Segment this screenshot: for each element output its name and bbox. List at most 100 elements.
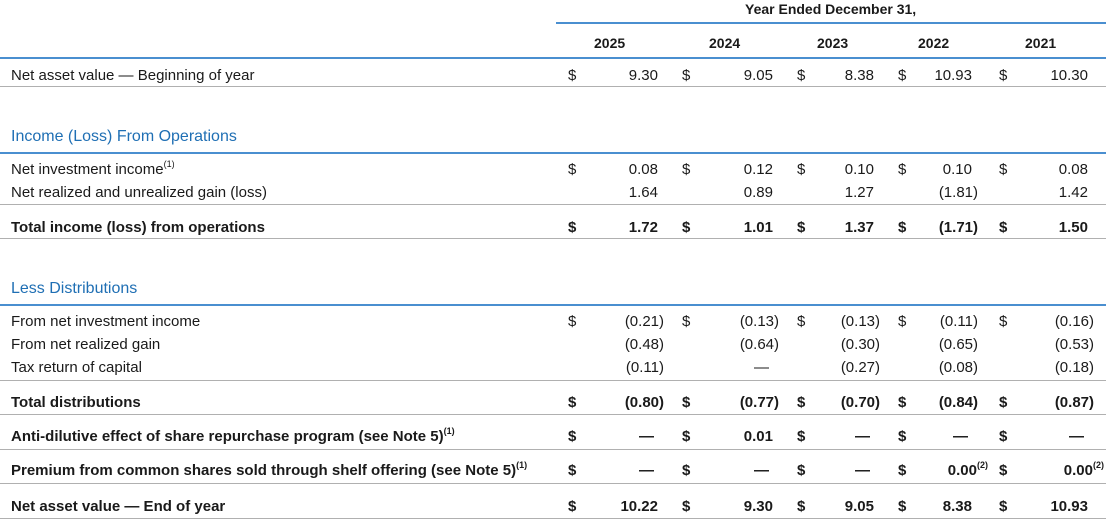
row-label-nav-end: Net asset value — End of year xyxy=(11,498,226,515)
value-cell-dist-gain-2024: (0.64) xyxy=(739,336,779,353)
year-header-2023: 2023 xyxy=(817,35,849,51)
row-rule-total-dist xyxy=(0,414,1106,415)
row-label-tax-return: Tax return of capital xyxy=(11,359,142,376)
value-cell-dist-nii-2023: (0.13) xyxy=(840,313,880,330)
currency-symbol: $ xyxy=(797,462,806,479)
value-cell-nav-end-2025: 10.22 xyxy=(620,498,658,515)
currency-symbol: $ xyxy=(568,67,577,84)
value-cell-total-dist-2021: (0.87) xyxy=(1054,394,1094,411)
section-rule-income xyxy=(0,152,1106,154)
row-label-nii: Net investment income(1) xyxy=(11,159,175,179)
value-cell-total-dist-2025: (0.80) xyxy=(624,394,664,411)
value-cell-nii-2021: 0.08 xyxy=(1058,161,1088,178)
value-cell-nav-end-2022: 8.38 xyxy=(942,498,972,515)
value-cell-dist-gain-2021: (0.53) xyxy=(1054,336,1094,353)
currency-symbol: $ xyxy=(682,498,691,515)
currency-symbol: $ xyxy=(568,313,577,330)
value-cell-tax-return-2022: (0.08) xyxy=(938,359,978,376)
value-cell-dist-gain-2022: (0.65) xyxy=(938,336,978,353)
currency-symbol: $ xyxy=(682,428,691,445)
value-cell-gain-2023: 1.27 xyxy=(844,184,874,201)
currency-symbol: $ xyxy=(568,462,577,479)
currency-symbol: $ xyxy=(568,428,577,445)
value-cell-total-income-2023: 1.37 xyxy=(844,219,874,236)
currency-symbol: $ xyxy=(898,67,907,84)
currency-symbol: $ xyxy=(797,498,806,515)
currency-symbol: $ xyxy=(682,219,691,236)
year-header-2021: 2021 xyxy=(1025,35,1057,51)
currency-symbol: $ xyxy=(999,428,1008,445)
value-cell-tax-return-2021: (0.18) xyxy=(1054,359,1094,376)
period-header: Year Ended December 31, xyxy=(745,1,917,17)
currency-symbol: $ xyxy=(797,219,806,236)
currency-symbol: $ xyxy=(999,394,1008,411)
row-rule-tax-return xyxy=(0,380,1106,381)
value-cell-nii-2024: 0.12 xyxy=(743,161,773,178)
value-cell-total-dist-2022: (0.84) xyxy=(938,394,978,411)
year-header-2022: 2022 xyxy=(918,35,950,51)
year-header-2025: 2025 xyxy=(594,35,626,51)
year-header-2024: 2024 xyxy=(709,35,741,51)
value-cell-anti-dilutive-2021: — xyxy=(1069,428,1084,445)
currency-symbol: $ xyxy=(568,161,577,178)
value-cell-total-income-2022: (1.71) xyxy=(938,219,978,236)
value-cell-nav-end-2021: 10.93 xyxy=(1050,498,1088,515)
value-cell-total-income-2025: 1.72 xyxy=(628,219,658,236)
currency-symbol: $ xyxy=(682,313,691,330)
currency-symbol: $ xyxy=(999,313,1008,330)
currency-symbol: $ xyxy=(682,67,691,84)
value-cell-dist-gain-2023: (0.30) xyxy=(840,336,880,353)
row-label-total-income: Total income (loss) from operations xyxy=(11,219,265,236)
header-top-rule xyxy=(556,22,1106,24)
row-label-anti-dilutive: Anti-dilutive effect of share repurchase… xyxy=(11,426,455,446)
row-rule-nav-end xyxy=(0,518,1106,519)
row-rule-premium xyxy=(0,483,1106,484)
value-cell-nav-begin-2025: 9.30 xyxy=(628,67,658,84)
row-rule-nav-begin xyxy=(0,86,1106,87)
currency-symbol: $ xyxy=(797,313,806,330)
currency-symbol: $ xyxy=(682,394,691,411)
currency-symbol: $ xyxy=(999,498,1008,515)
value-cell-tax-return-2024: — xyxy=(754,359,769,376)
row-label-premium: Premium from common shares sold through … xyxy=(11,460,528,480)
currency-symbol: $ xyxy=(999,161,1008,178)
currency-symbol: $ xyxy=(898,498,907,515)
value-cell-nav-begin-2024: 9.05 xyxy=(743,67,773,84)
value-cell-total-dist-2023: (0.70) xyxy=(840,394,880,411)
value-cell-dist-nii-2025: (0.21) xyxy=(624,313,664,330)
currency-symbol: $ xyxy=(682,161,691,178)
row-rule-anti-dilutive xyxy=(0,449,1106,450)
value-cell-anti-dilutive-2022: — xyxy=(953,428,968,445)
header-bottom-rule xyxy=(0,57,1106,59)
value-cell-dist-nii-2021: (0.16) xyxy=(1054,313,1094,330)
value-cell-tax-return-2023: (0.27) xyxy=(840,359,880,376)
value-cell-premium-2025: — xyxy=(639,462,654,479)
value-cell-anti-dilutive-2024: 0.01 xyxy=(743,428,773,445)
value-cell-anti-dilutive-2025: — xyxy=(639,428,654,445)
currency-symbol: $ xyxy=(568,394,577,411)
value-cell-nav-end-2024: 9.30 xyxy=(743,498,773,515)
value-cell-gain-2025: 1.64 xyxy=(628,184,658,201)
currency-symbol: $ xyxy=(568,498,577,515)
row-label-dist-nii: From net investment income xyxy=(11,313,201,330)
currency-symbol: $ xyxy=(999,219,1008,236)
value-cell-nav-begin-2022: 10.93 xyxy=(934,67,972,84)
row-rule-gain xyxy=(0,204,1106,205)
currency-symbol: $ xyxy=(682,462,691,479)
row-rule-total-income xyxy=(0,238,1106,239)
section-rule-distributions xyxy=(0,304,1106,306)
currency-symbol: $ xyxy=(898,428,907,445)
row-label-total-dist: Total distributions xyxy=(11,394,141,411)
currency-symbol: $ xyxy=(797,67,806,84)
currency-symbol: $ xyxy=(568,219,577,236)
value-cell-anti-dilutive-2023: — xyxy=(855,428,870,445)
value-cell-nav-begin-2023: 8.38 xyxy=(844,67,874,84)
value-cell-dist-nii-2024: (0.13) xyxy=(739,313,779,330)
currency-symbol: $ xyxy=(797,161,806,178)
currency-symbol: $ xyxy=(898,219,907,236)
value-cell-nav-end-2023: 9.05 xyxy=(844,498,874,515)
value-cell-nii-2022: 0.10 xyxy=(942,161,972,178)
currency-symbol: $ xyxy=(999,462,1008,479)
currency-symbol: $ xyxy=(999,67,1008,84)
currency-symbol: $ xyxy=(898,394,907,411)
